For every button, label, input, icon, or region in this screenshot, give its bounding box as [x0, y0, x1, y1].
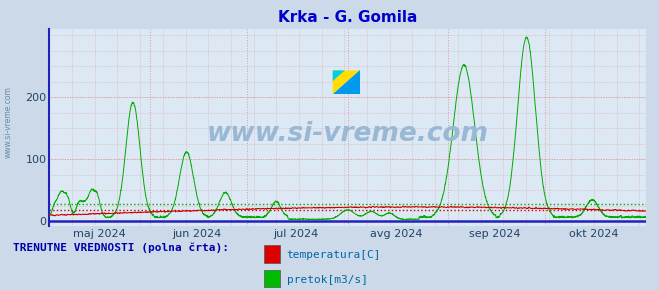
Bar [264, 270, 280, 287]
Text: temperatura[C]: temperatura[C] [287, 250, 381, 260]
Text: pretok[m3/s]: pretok[m3/s] [287, 275, 368, 284]
Text: www.si-vreme.com: www.si-vreme.com [207, 121, 488, 146]
Bar [264, 245, 280, 263]
Polygon shape [333, 70, 345, 81]
Polygon shape [333, 70, 360, 94]
Text: TRENUTNE VREDNOSTI (polna črta):: TRENUTNE VREDNOSTI (polna črta): [13, 242, 229, 253]
Title: Krka - G. Gomila: Krka - G. Gomila [278, 10, 417, 25]
Polygon shape [333, 70, 360, 94]
Text: www.si-vreme.com: www.si-vreme.com [3, 86, 13, 158]
